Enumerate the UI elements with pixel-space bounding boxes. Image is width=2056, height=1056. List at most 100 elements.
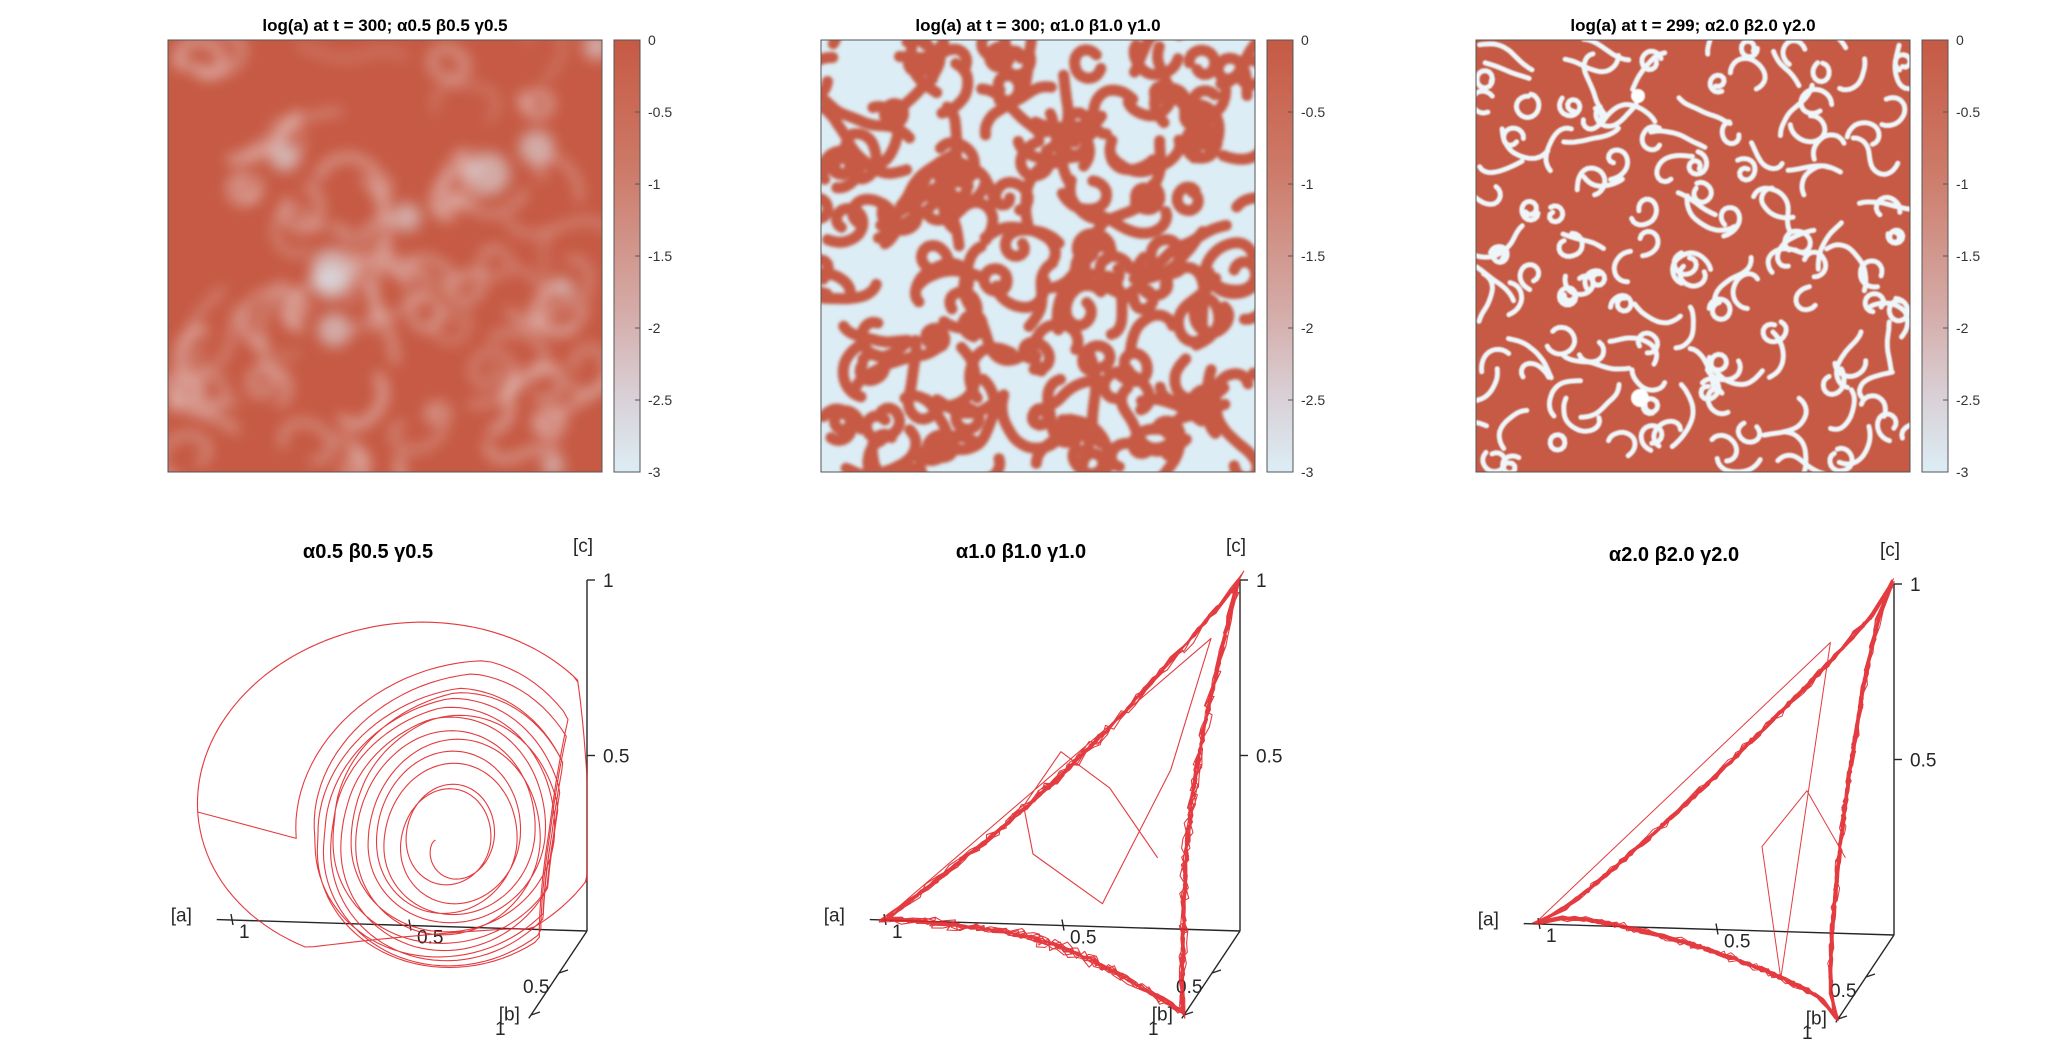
- b-axis-line: [1835, 934, 1895, 1023]
- colorbar-tick-label: -2: [1301, 320, 1314, 336]
- phase-3-trajectory: [1531, 578, 1895, 1021]
- heatmap-low-region: [279, 419, 334, 464]
- phase-3-title: α2.0 β2.0 γ2.0: [1609, 544, 1739, 566]
- heatmap-low-gap: [1629, 196, 1659, 228]
- heatmap-high-worm: [920, 322, 951, 354]
- heatmap-low-gap: [1648, 128, 1708, 150]
- phase-panel-3: α2.0 β2.0 γ2.0 0.5 1 1 0.5 0.5 1 [a] [b] [c]: [1478, 540, 1937, 1044]
- heatmap-high-worm: [1105, 134, 1186, 178]
- heatmap-low-gap: [1857, 369, 1895, 400]
- c-axis-label: [c]: [1226, 536, 1246, 557]
- heatmap-high-worm: [1053, 413, 1088, 448]
- heatmap-low-gap: [1675, 190, 1718, 218]
- colorbar-tick-label: -2.5: [1956, 392, 1980, 408]
- heatmap-low-gap: [1476, 184, 1503, 207]
- heatmap-low-gap: [1777, 82, 1815, 138]
- heatmap-low-region: [371, 238, 384, 334]
- colorbar-tick-label: -0.5: [648, 104, 672, 120]
- heatmap-low-spot: [270, 141, 300, 172]
- colorbar-tick-label: 0: [1956, 32, 1964, 48]
- heatmap-low-gap: [1885, 227, 1906, 246]
- a-axis-tick-label: 1: [239, 922, 250, 943]
- heatmap-low-gap: [1698, 376, 1722, 402]
- heatmap-low-gap: [1834, 329, 1864, 390]
- phase-2-axes: 0.511 0.50.51[a][b][c]: [824, 536, 1283, 1040]
- heatmap-low-region: [272, 205, 312, 257]
- a-axis-tick: [230, 913, 234, 926]
- heatmap-low-gap: [1669, 382, 1696, 450]
- phase-2-trajectory: [878, 570, 1245, 1019]
- heatmap-low-gap: [1480, 449, 1508, 472]
- heatmap-high-worm: [856, 316, 915, 363]
- heatmap-low-spot: [583, 40, 602, 60]
- a-axis-tick-label: 0.5: [1070, 928, 1096, 949]
- heatmap-low-gap: [1857, 258, 1885, 290]
- heatmap-low-gap: [1476, 88, 1495, 116]
- heatmap-low-gap: [1837, 56, 1868, 93]
- heatmap-low-region: [488, 366, 517, 435]
- heatmap-low-gap: [1781, 429, 1809, 472]
- heatmap-high-worm: [875, 176, 974, 231]
- heatmap-high-worm: [821, 93, 915, 144]
- trajectory-line: [196, 621, 588, 969]
- colorbar-tick-label: -2: [1956, 320, 1969, 336]
- a-axis-tick-label: 1: [1546, 926, 1557, 947]
- heatmap-low-gap: [1824, 242, 1869, 294]
- phase-panel-2: α1.0 β1.0 γ1.0 0.511 0.50.51[a][b][c]: [824, 536, 1283, 1040]
- colorbar-tick-label: -2.5: [1301, 392, 1325, 408]
- heatmap-low-gap: [1476, 264, 1516, 304]
- a-axis-tick-label: 0.5: [1724, 932, 1750, 953]
- heatmap-low-region: [390, 421, 448, 453]
- heatmap-low-gap: [1677, 263, 1708, 289]
- heatmap-high-worm: [862, 435, 887, 472]
- heatmap-low-gap: [1578, 382, 1622, 420]
- heatmap-low-gap: [1802, 249, 1829, 280]
- heatmap-high-worm: [1135, 393, 1220, 420]
- heatmap-low-gap: [1519, 198, 1541, 223]
- heatmap-low-gap: [1738, 40, 1760, 60]
- heatmap-low-gap: [1759, 185, 1796, 221]
- heatmap-high-worm: [935, 158, 1000, 209]
- heatmap-low-gap: [1637, 229, 1661, 259]
- heatmap-3-pattern: [1476, 40, 1910, 472]
- heatmap-high-worm: [1077, 340, 1116, 376]
- heatmap-low-region: [296, 44, 407, 61]
- b-axis-line: [528, 930, 588, 1019]
- heatmap-high-worm: [1172, 272, 1222, 348]
- colorbar-tick-label: -0.5: [1956, 104, 1980, 120]
- a-axis-label: [a]: [171, 906, 192, 927]
- heatmap-low-gap: [1476, 420, 1489, 429]
- heatmap-low-region: [170, 467, 176, 472]
- heatmap-high-worm: [949, 373, 1000, 456]
- heatmap-low-gap: [1639, 48, 1664, 73]
- heatmap-low-gap: [1547, 432, 1568, 453]
- heatmap-low-region: [439, 149, 480, 209]
- heatmap-low-gap: [1875, 411, 1899, 444]
- a-axis-label: [a]: [824, 906, 845, 927]
- heatmap-low-gap: [1479, 346, 1512, 375]
- a-axis-tick: [1061, 919, 1065, 931]
- heatmap-low-gap: [1673, 304, 1696, 351]
- heatmap-low-gap: [1691, 179, 1714, 205]
- heatmap-low-gap: [1810, 132, 1847, 162]
- heatmap-low-gap: [1611, 248, 1633, 285]
- heatmap-low-region: [432, 308, 471, 344]
- heatmap-high-worm: [821, 278, 882, 305]
- heatmap-high-worm: [1087, 84, 1139, 140]
- heatmap-low-region: [444, 268, 487, 306]
- heatmap-low-gap: [1557, 95, 1583, 119]
- heatmap-low-gap: [1735, 156, 1758, 183]
- heatmap-low-region: [527, 40, 565, 82]
- heatmap-low-region: [484, 440, 560, 463]
- heatmap-low-region: [256, 279, 287, 385]
- heatmap-3-frame: [1475, 39, 1911, 473]
- b-axis-tick: [558, 969, 569, 974]
- phase-3-axes: 0.5 1 1 0.5 0.5 1 [a] [b] [c]: [1478, 540, 1937, 1044]
- heatmap-low-region: [467, 365, 564, 409]
- heatmap-low-gap: [1608, 293, 1634, 314]
- heatmap-low-gap: [1561, 395, 1603, 434]
- heatmap-low-gap: [1632, 301, 1683, 326]
- b-axis-tick: [1837, 1015, 1848, 1020]
- heatmap-high-worm: [1102, 270, 1128, 340]
- heatmap-low-region: [350, 257, 399, 365]
